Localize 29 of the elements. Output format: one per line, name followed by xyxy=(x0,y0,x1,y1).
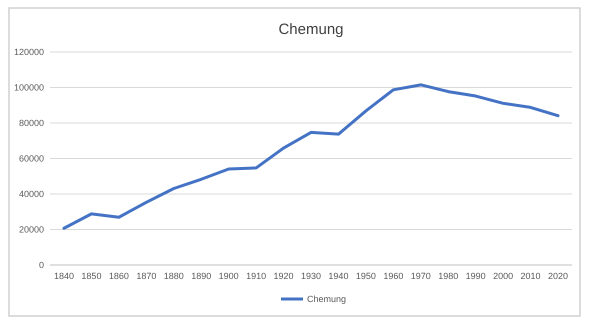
x-tick-label: 1940 xyxy=(328,271,348,281)
line-series xyxy=(62,83,560,230)
x-tick-label: 1960 xyxy=(383,271,404,281)
y-tick-label: 100000 xyxy=(14,82,44,93)
x-tick-label: 1920 xyxy=(274,271,294,281)
x-tick-label: 2000 xyxy=(493,271,514,281)
y-tick-label: 80000 xyxy=(18,118,44,128)
x-tick-label: 1950 xyxy=(356,271,376,281)
chart-title: Chemung xyxy=(278,21,344,38)
x-tick-label: 1990 xyxy=(466,271,486,281)
x-tick-label: 1880 xyxy=(164,271,184,281)
y-tick-label: 0 xyxy=(38,260,44,270)
x-tick-label: 1870 xyxy=(136,271,156,281)
y-tick-label: 20000 xyxy=(18,224,44,235)
x-tick-label: 2010 xyxy=(520,271,541,281)
x-tick-label: 1910 xyxy=(246,271,266,281)
x-tick-label: 1860 xyxy=(108,271,129,281)
x-tick-label: 1970 xyxy=(410,271,431,281)
legend-label: Chemung xyxy=(307,294,346,304)
y-tick-label: 40000 xyxy=(18,189,44,200)
x-tick-label: 1980 xyxy=(438,271,458,281)
x-tick-label: 1890 xyxy=(191,271,212,281)
x-tick-label: 1850 xyxy=(81,271,102,281)
x-tick-label: 1840 xyxy=(54,271,74,281)
x-tick-label: 1930 xyxy=(300,271,322,281)
y-tick-label: 60000 xyxy=(18,154,44,164)
y-tick-label: 120000 xyxy=(14,47,44,58)
x-tick-label: 1900 xyxy=(218,271,239,281)
x-tick-label: 2020 xyxy=(548,271,568,281)
